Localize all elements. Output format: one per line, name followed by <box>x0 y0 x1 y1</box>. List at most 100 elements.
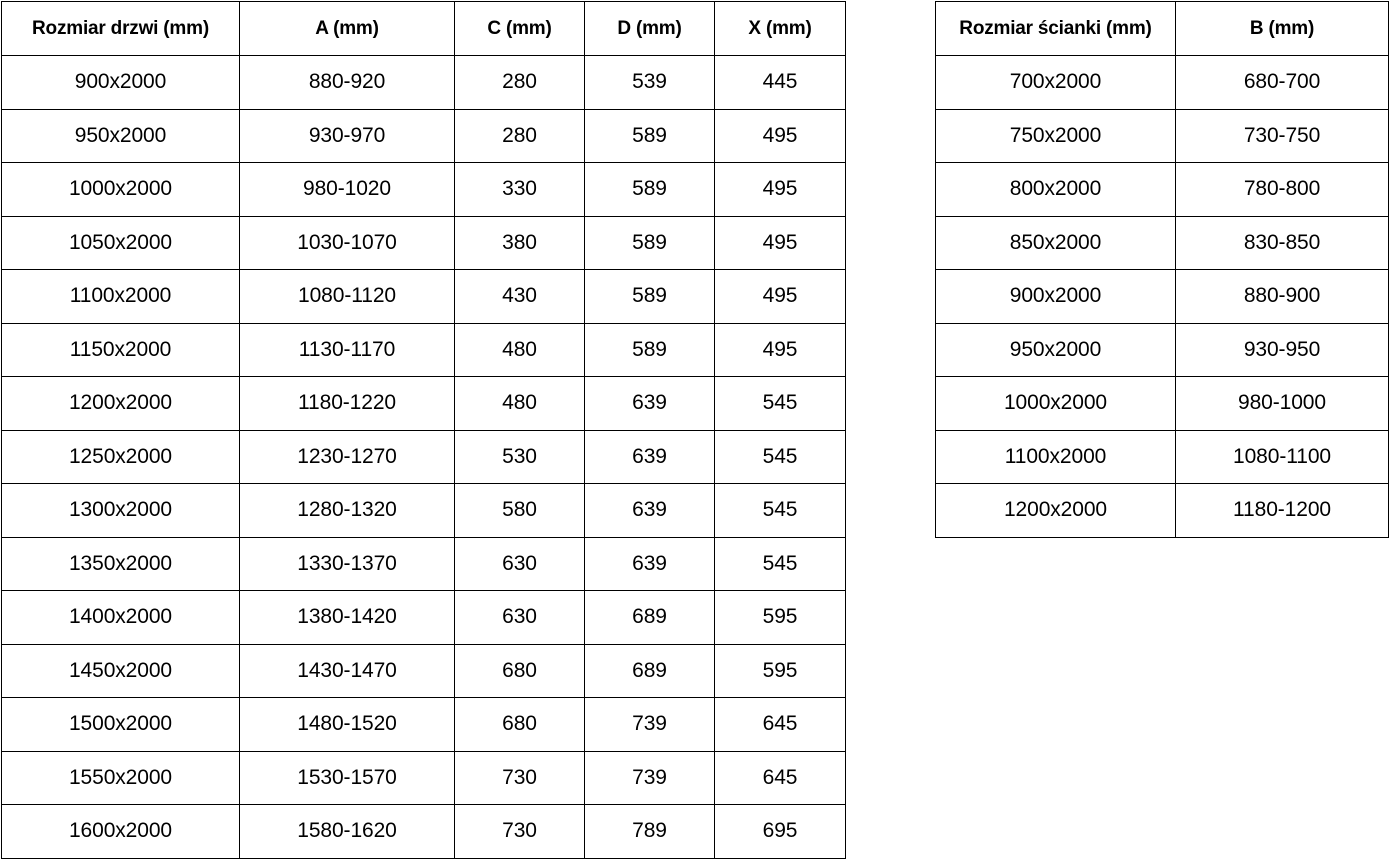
cell-door-size: 900x2000 <box>1 55 240 110</box>
cell-a: 1330-1370 <box>239 536 455 591</box>
cell-a: 1130-1170 <box>239 322 455 377</box>
cell-x: 445 <box>714 55 846 110</box>
cell-d: 689 <box>584 643 715 698</box>
wall-table-body: 700x2000 680-700 750x2000 730-750 800x20… <box>935 55 1389 538</box>
table-row: 850x2000 830-850 <box>935 215 1389 270</box>
wall-panel-size-specification-table: Rozmiar ścianki (mm) B (mm) 700x2000 680… <box>935 1 1389 538</box>
cell-wall-size: 800x2000 <box>935 162 1176 217</box>
cell-a: 1480-1520 <box>239 697 455 752</box>
cell-a: 1530-1570 <box>239 750 455 805</box>
table-row: 700x2000 680-700 <box>935 55 1389 110</box>
cell-c: 530 <box>454 429 585 484</box>
cell-door-size: 1200x2000 <box>1 376 240 431</box>
cell-door-size: 1250x2000 <box>1 429 240 484</box>
cell-door-size: 1000x2000 <box>1 162 240 217</box>
cell-x: 695 <box>714 804 846 859</box>
cell-b: 930-950 <box>1175 322 1389 377</box>
cell-c: 680 <box>454 697 585 752</box>
cell-door-size: 1100x2000 <box>1 269 240 324</box>
cell-d: 589 <box>584 269 715 324</box>
cell-b: 1180-1200 <box>1175 483 1389 538</box>
column-header-d: D (mm) <box>584 1 715 56</box>
table-row: 1100x2000 1080-1120 430 589 495 <box>1 269 846 324</box>
cell-wall-size: 1100x2000 <box>935 429 1176 484</box>
cell-x: 545 <box>714 483 846 538</box>
cell-wall-size: 1000x2000 <box>935 376 1176 431</box>
cell-d: 639 <box>584 483 715 538</box>
cell-d: 689 <box>584 590 715 645</box>
cell-b: 830-850 <box>1175 215 1389 270</box>
cell-wall-size: 900x2000 <box>935 269 1176 324</box>
cell-x: 645 <box>714 697 846 752</box>
cell-x: 495 <box>714 322 846 377</box>
cell-door-size: 1150x2000 <box>1 322 240 377</box>
cell-a: 1080-1120 <box>239 269 455 324</box>
wall-table-header: Rozmiar ścianki (mm) B (mm) <box>935 1 1389 56</box>
table-row: 950x2000 930-970 280 589 495 <box>1 108 846 163</box>
cell-d: 789 <box>584 804 715 859</box>
column-header-wall-size: Rozmiar ścianki (mm) <box>935 1 1176 56</box>
cell-x: 645 <box>714 750 846 805</box>
door-size-specification-table: Rozmiar drzwi (mm) A (mm) C (mm) D (mm) … <box>1 1 846 859</box>
cell-door-size: 1050x2000 <box>1 215 240 270</box>
cell-a: 1030-1070 <box>239 215 455 270</box>
cell-c: 480 <box>454 376 585 431</box>
cell-c: 280 <box>454 55 585 110</box>
cell-a: 1180-1220 <box>239 376 455 431</box>
cell-c: 730 <box>454 750 585 805</box>
cell-door-size: 1450x2000 <box>1 643 240 698</box>
cell-x: 595 <box>714 590 846 645</box>
cell-a: 1580-1620 <box>239 804 455 859</box>
cell-c: 480 <box>454 322 585 377</box>
cell-d: 639 <box>584 536 715 591</box>
cell-d: 589 <box>584 215 715 270</box>
cell-c: 430 <box>454 269 585 324</box>
column-header-b: B (mm) <box>1175 1 1389 56</box>
cell-door-size: 950x2000 <box>1 108 240 163</box>
table-row: 1150x2000 1130-1170 480 589 495 <box>1 322 846 377</box>
cell-d: 739 <box>584 697 715 752</box>
table-row: 1200x2000 1180-1220 480 639 545 <box>1 376 846 431</box>
table-row: 1300x2000 1280-1320 580 639 545 <box>1 483 846 538</box>
cell-wall-size: 950x2000 <box>935 322 1176 377</box>
cell-b: 730-750 <box>1175 108 1389 163</box>
cell-b: 980-1000 <box>1175 376 1389 431</box>
cell-x: 545 <box>714 536 846 591</box>
door-table-header: Rozmiar drzwi (mm) A (mm) C (mm) D (mm) … <box>1 1 846 56</box>
cell-c: 380 <box>454 215 585 270</box>
table-row: 1350x2000 1330-1370 630 639 545 <box>1 536 846 591</box>
cell-c: 680 <box>454 643 585 698</box>
column-header-x: X (mm) <box>714 1 846 56</box>
door-table-body: 900x2000 880-920 280 539 445 950x2000 93… <box>1 55 846 859</box>
table-row: 1000x2000 980-1020 330 589 495 <box>1 162 846 217</box>
cell-wall-size: 1200x2000 <box>935 483 1176 538</box>
cell-wall-size: 850x2000 <box>935 215 1176 270</box>
table-row: 1450x2000 1430-1470 680 689 595 <box>1 643 846 698</box>
cell-c: 580 <box>454 483 585 538</box>
cell-a: 930-970 <box>239 108 455 163</box>
table-header-row: Rozmiar ścianki (mm) B (mm) <box>935 1 1389 56</box>
cell-d: 589 <box>584 162 715 217</box>
cell-wall-size: 750x2000 <box>935 108 1176 163</box>
table-row: 1000x2000 980-1000 <box>935 376 1389 431</box>
cell-a: 1230-1270 <box>239 429 455 484</box>
cell-door-size: 1500x2000 <box>1 697 240 752</box>
cell-a: 980-1020 <box>239 162 455 217</box>
cell-d: 589 <box>584 108 715 163</box>
cell-a: 1430-1470 <box>239 643 455 698</box>
cell-d: 589 <box>584 322 715 377</box>
table-row: 1500x2000 1480-1520 680 739 645 <box>1 697 846 752</box>
cell-d: 639 <box>584 376 715 431</box>
table-row: 1600x2000 1580-1620 730 789 695 <box>1 804 846 859</box>
table-row: 1550x2000 1530-1570 730 739 645 <box>1 750 846 805</box>
cell-c: 330 <box>454 162 585 217</box>
table-row: 1400x2000 1380-1420 630 689 595 <box>1 590 846 645</box>
cell-d: 539 <box>584 55 715 110</box>
cell-door-size: 1550x2000 <box>1 750 240 805</box>
cell-wall-size: 700x2000 <box>935 55 1176 110</box>
table-row: 750x2000 730-750 <box>935 108 1389 163</box>
column-header-door-size: Rozmiar drzwi (mm) <box>1 1 240 56</box>
cell-c: 630 <box>454 590 585 645</box>
table-row: 1100x2000 1080-1100 <box>935 429 1389 484</box>
